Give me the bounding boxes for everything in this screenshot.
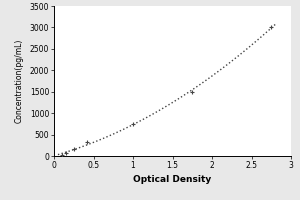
Y-axis label: Concentration(pg/mL): Concentration(pg/mL) [15, 39, 24, 123]
X-axis label: Optical Density: Optical Density [134, 175, 212, 184]
